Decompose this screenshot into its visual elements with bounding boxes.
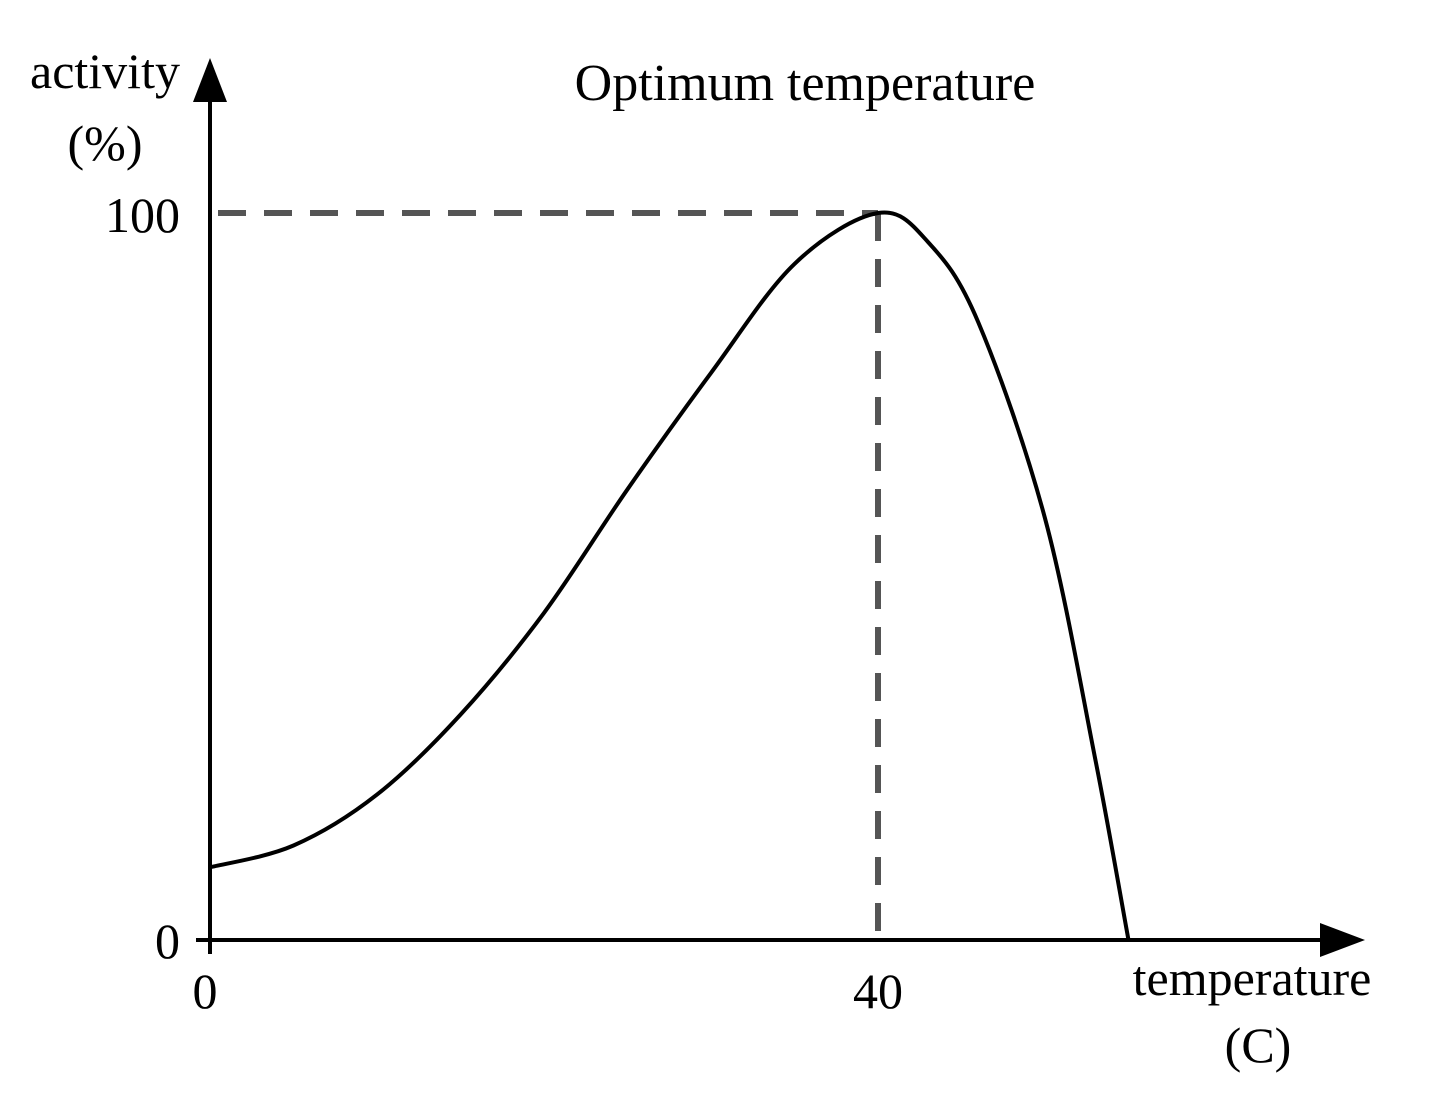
- y-axis-unit: (%): [68, 115, 143, 171]
- x-tick-label-40: 40: [853, 963, 903, 1019]
- y-tick-label-100: 100: [105, 187, 180, 243]
- x-axis-label: temperature: [1133, 950, 1372, 1006]
- x-tick-label-0: 0: [193, 963, 218, 1019]
- chart-title: Optimum temperature: [575, 55, 1036, 112]
- y-axis-label: activity: [30, 43, 180, 99]
- y-axis-arrow-icon: [193, 58, 227, 102]
- activity-curve: [209, 210, 1131, 941]
- y-tick-label-0: 0: [155, 913, 180, 969]
- x-axis-arrow-icon: [1320, 923, 1365, 957]
- x-axis-unit: (C): [1225, 1017, 1292, 1073]
